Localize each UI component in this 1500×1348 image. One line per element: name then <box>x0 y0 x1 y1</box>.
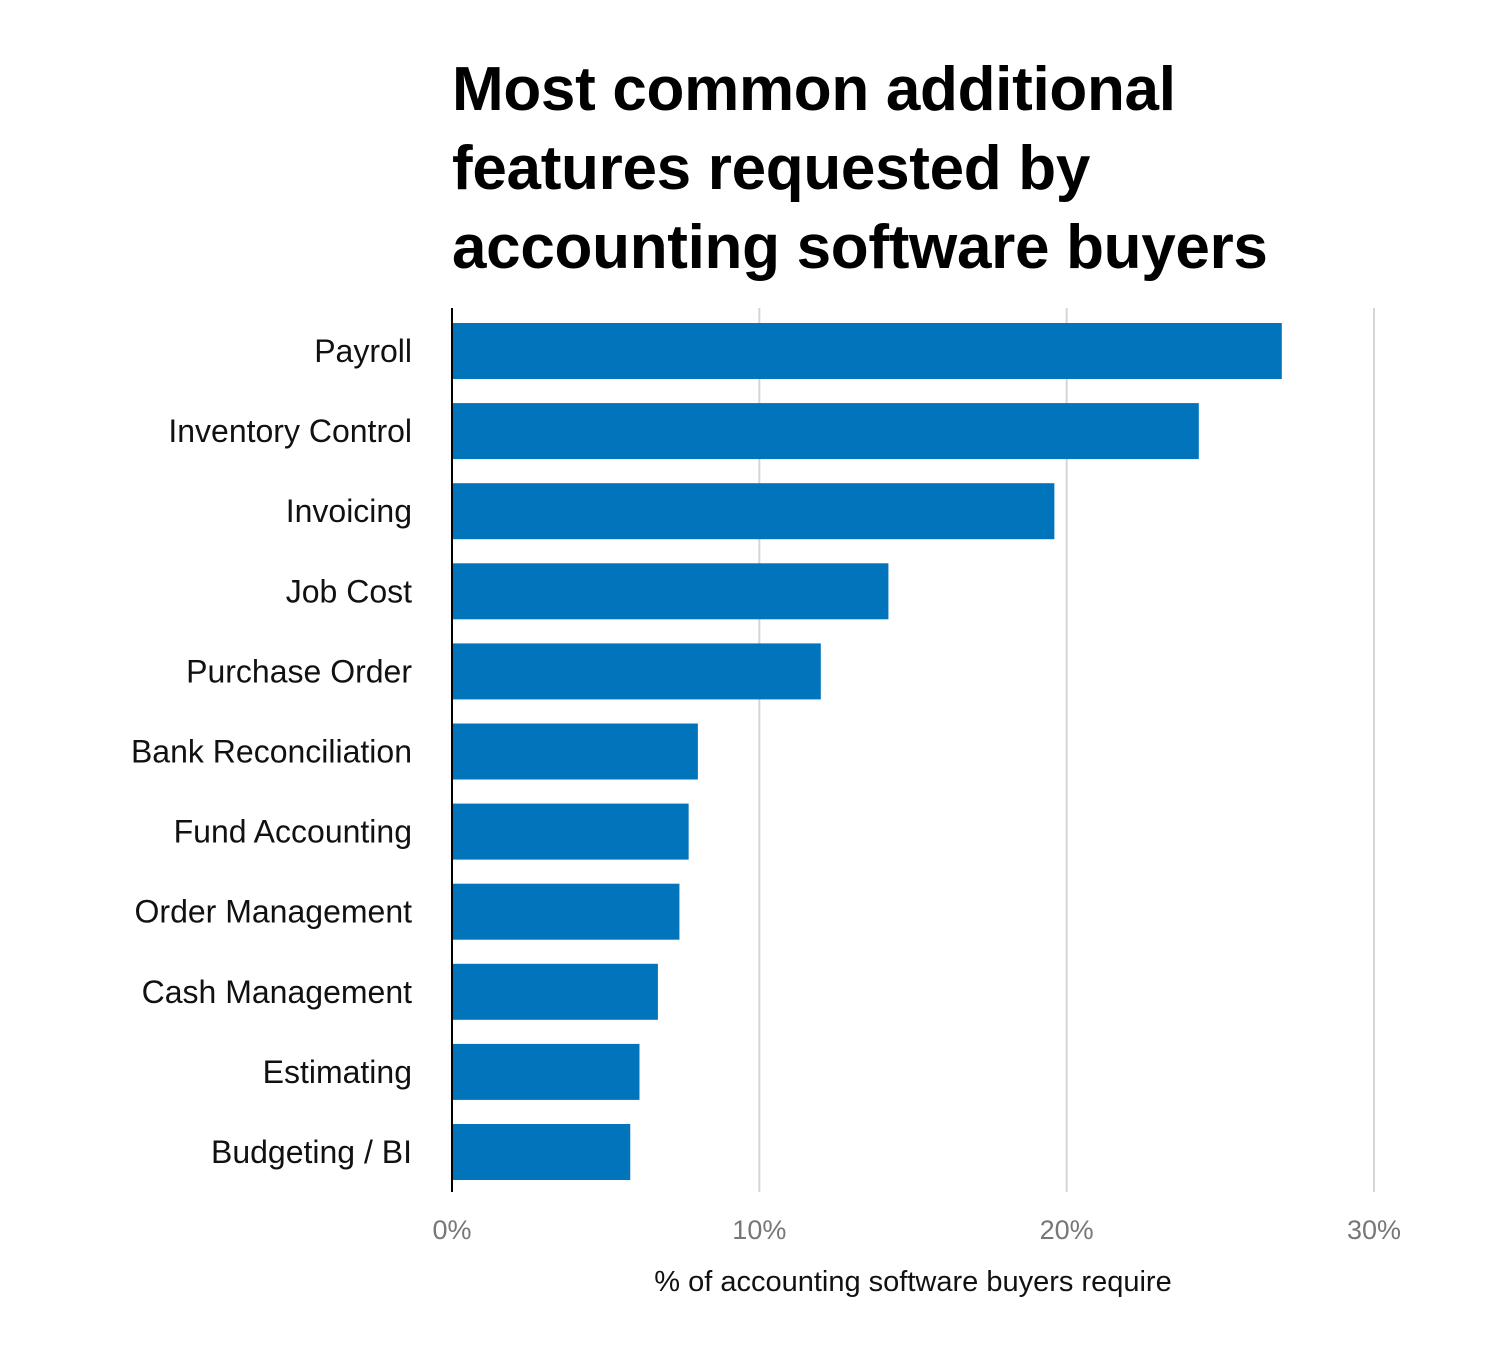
category-label-9: Estimating <box>263 1054 412 1090</box>
category-label-3: Job Cost <box>286 573 412 609</box>
bar-2 <box>452 483 1055 540</box>
x-tick-labels: 0% 10% 20% 30% <box>432 1215 1401 1245</box>
bar-8 <box>452 963 658 1020</box>
chart-title-line-3: accounting software buyers <box>452 213 1268 282</box>
x-tick-label-3: 30% <box>1347 1215 1401 1245</box>
bar-6 <box>452 803 689 860</box>
x-tick-label-0: 0% <box>432 1215 471 1245</box>
bar-4 <box>452 643 821 700</box>
category-label-8: Cash Management <box>142 974 412 1010</box>
category-label-10: Budgeting / BI <box>211 1134 412 1170</box>
category-label-0: Payroll <box>314 333 412 369</box>
x-tick-label-2: 20% <box>1040 1215 1094 1245</box>
bar-3 <box>452 563 889 620</box>
category-label-6: Fund Accounting <box>174 814 412 850</box>
category-label-4: Purchase Order <box>186 653 412 689</box>
x-axis-title: % of accounting software buyers require <box>654 1266 1171 1298</box>
category-label-7: Order Management <box>135 894 413 930</box>
category-label-1: Inventory Control <box>168 413 412 449</box>
bar-1 <box>452 403 1199 460</box>
bar-9 <box>452 1043 640 1100</box>
chart-title-line-2: features requested by <box>452 134 1091 203</box>
chart-title-line-1: Most common additional <box>452 55 1176 124</box>
chart-title: Most common additional features requeste… <box>452 50 1452 287</box>
category-label-2: Invoicing <box>286 493 412 529</box>
bar-7 <box>452 883 680 940</box>
category-label-5: Bank Reconciliation <box>131 734 412 770</box>
bar-0 <box>452 323 1282 379</box>
bar-10 <box>452 1124 631 1180</box>
bars <box>452 323 1282 1180</box>
x-tick-label-1: 10% <box>732 1215 786 1245</box>
bar-5 <box>452 723 698 780</box>
category-labels: Payroll Inventory Control Invoicing Job Cos… <box>131 333 412 1170</box>
